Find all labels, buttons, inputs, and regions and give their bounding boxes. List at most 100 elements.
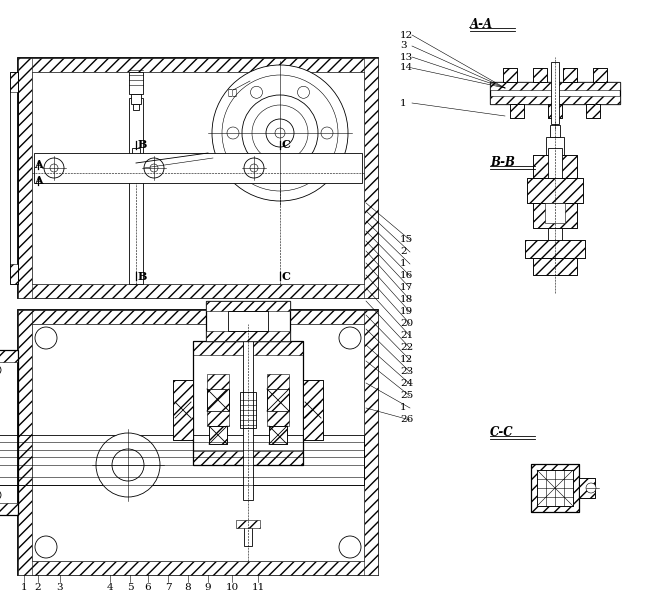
Circle shape <box>586 483 596 493</box>
Bar <box>550 125 560 137</box>
Text: 17: 17 <box>400 283 413 292</box>
Text: 3: 3 <box>57 582 63 591</box>
Bar <box>207 411 229 426</box>
Bar <box>593 68 607 82</box>
Bar <box>32 72 364 284</box>
Bar <box>593 68 607 82</box>
Bar <box>207 389 229 411</box>
Text: 19: 19 <box>400 308 413 317</box>
Circle shape <box>96 433 160 497</box>
Bar <box>131 94 141 104</box>
Bar <box>533 203 577 228</box>
Bar <box>267 389 289 411</box>
Bar <box>546 137 564 155</box>
Bar <box>503 68 517 82</box>
Bar <box>267 389 289 411</box>
Bar <box>490 82 620 90</box>
Polygon shape <box>244 546 252 554</box>
Circle shape <box>35 536 57 558</box>
Bar <box>267 411 289 426</box>
Text: 辅助: 辅助 <box>228 89 238 97</box>
Text: 1: 1 <box>400 98 407 107</box>
Bar <box>10 72 18 284</box>
Bar <box>32 324 364 561</box>
Bar <box>244 526 252 546</box>
Bar <box>586 104 600 118</box>
Circle shape <box>339 327 361 349</box>
Bar <box>303 380 323 440</box>
Bar <box>267 374 289 389</box>
Bar <box>563 68 577 82</box>
Text: 14: 14 <box>400 63 413 72</box>
Text: 25: 25 <box>400 391 413 400</box>
Text: 18: 18 <box>400 295 413 304</box>
Bar <box>531 464 579 512</box>
Bar <box>0 350 18 515</box>
Bar <box>533 68 547 82</box>
Bar <box>0 435 364 485</box>
Text: C-C: C-C <box>490 426 514 439</box>
Text: 5: 5 <box>126 582 133 591</box>
Bar <box>129 98 143 284</box>
Bar <box>228 311 268 331</box>
Text: 12: 12 <box>400 355 413 365</box>
Bar <box>18 561 378 575</box>
Bar <box>209 426 227 444</box>
Bar <box>0 350 18 362</box>
Text: 23: 23 <box>400 368 413 377</box>
Bar <box>490 96 620 104</box>
Text: 16: 16 <box>400 272 413 280</box>
Bar <box>34 153 362 183</box>
Text: 20: 20 <box>400 320 413 329</box>
Bar <box>10 264 18 284</box>
Bar <box>18 310 378 324</box>
Bar <box>533 68 547 82</box>
Bar <box>132 148 140 178</box>
Text: 8: 8 <box>185 582 191 591</box>
Circle shape <box>212 65 348 201</box>
Bar <box>133 104 139 110</box>
Circle shape <box>128 155 144 171</box>
Bar <box>207 374 229 389</box>
Text: 12: 12 <box>400 30 413 40</box>
Text: 15: 15 <box>400 235 413 244</box>
Text: 10: 10 <box>226 582 239 591</box>
Circle shape <box>0 365 1 375</box>
Bar <box>548 104 562 118</box>
Text: 6: 6 <box>145 582 151 591</box>
Bar <box>525 240 585 258</box>
Text: C: C <box>282 139 291 151</box>
Bar <box>173 380 193 440</box>
Bar <box>243 320 253 500</box>
Bar <box>551 62 559 124</box>
Bar <box>548 148 562 268</box>
Text: 13: 13 <box>400 53 413 62</box>
Bar <box>510 104 524 118</box>
Bar <box>206 331 290 341</box>
Bar <box>525 240 585 258</box>
Circle shape <box>44 158 64 178</box>
Text: 1: 1 <box>400 260 407 269</box>
Bar <box>18 284 378 298</box>
Text: 7: 7 <box>165 582 171 591</box>
Bar <box>206 301 290 311</box>
Text: B-B: B-B <box>490 157 515 170</box>
Text: 21: 21 <box>400 331 413 340</box>
Text: 4: 4 <box>107 582 113 591</box>
Bar <box>173 380 193 440</box>
Bar <box>193 341 303 465</box>
Bar <box>18 58 378 72</box>
Circle shape <box>144 158 164 178</box>
Bar <box>269 426 287 444</box>
Text: 2: 2 <box>400 247 407 257</box>
Bar <box>586 104 600 118</box>
Circle shape <box>244 158 264 178</box>
Text: A: A <box>34 176 42 187</box>
Bar <box>533 258 577 275</box>
Text: 26: 26 <box>400 416 413 425</box>
Bar <box>533 155 577 178</box>
Text: 22: 22 <box>400 343 413 352</box>
Text: 9: 9 <box>205 582 211 591</box>
Bar <box>193 341 303 355</box>
Bar <box>269 426 287 444</box>
